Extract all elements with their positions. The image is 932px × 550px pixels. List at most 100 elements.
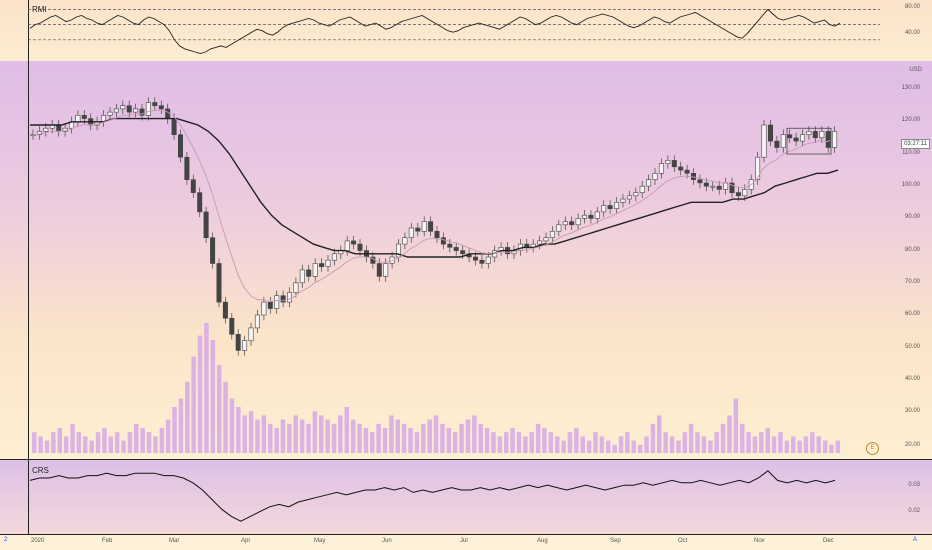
- volume-bar: [306, 423, 311, 453]
- left-axis-line: [28, 0, 29, 61]
- volume-bar: [478, 423, 483, 453]
- volume-bar: [382, 428, 388, 453]
- candle-body: [703, 182, 709, 187]
- volume-bar: [312, 411, 318, 453]
- volume-bar: [210, 339, 216, 453]
- volume-bar: [765, 428, 770, 453]
- volume-bar: [248, 411, 254, 453]
- price-tick: 70.00: [904, 279, 920, 285]
- volume-bar: [510, 428, 515, 453]
- price-tick: 90.00: [904, 214, 920, 220]
- candle-body: [562, 221, 568, 226]
- volume-bar: [740, 423, 745, 453]
- volume-bar: [529, 432, 534, 453]
- volume-bar: [236, 407, 241, 453]
- candle-body: [684, 169, 690, 174]
- candle-body: [197, 192, 203, 213]
- volume-bar: [153, 436, 158, 453]
- candle-body: [331, 253, 337, 261]
- candle-body: [280, 295, 286, 303]
- candle-body: [537, 240, 543, 245]
- crs-indicator-pane[interactable]: CRS 0.03 0.02: [0, 460, 932, 535]
- volume-bar: [83, 436, 88, 453]
- volume-bar: [459, 423, 464, 453]
- candle-body: [242, 340, 248, 351]
- corner-settings-left[interactable]: 2: [4, 537, 8, 543]
- volume-bar: [165, 419, 171, 453]
- volume-bar: [548, 432, 554, 453]
- rmi-label: RMI: [32, 5, 47, 14]
- volume-bar: [185, 381, 190, 453]
- volume-bar: [708, 440, 713, 453]
- volume-bar: [172, 407, 177, 453]
- candle-body: [729, 182, 735, 193]
- candle-body: [620, 198, 626, 203]
- volume-bar: [261, 415, 267, 453]
- consolidation-box: [786, 127, 832, 155]
- candle-body: [421, 221, 427, 232]
- candle-body: [812, 131, 818, 139]
- candle-body: [633, 192, 639, 197]
- volume-bar: [446, 428, 452, 453]
- volume-bar: [44, 440, 50, 453]
- candle-body: [434, 231, 440, 239]
- volume-bar: [497, 436, 503, 453]
- time-label: 2020: [31, 538, 45, 544]
- volume-bar: [389, 415, 394, 453]
- candle-body: [216, 263, 222, 303]
- volume-bar: [76, 432, 82, 453]
- candle-body: [761, 124, 767, 158]
- volume-bar: [714, 432, 719, 453]
- volume-bar: [331, 423, 337, 453]
- price-chart-pane[interactable]: USD 130.00 120.00 110.00 100.00 90.00 80…: [0, 61, 932, 460]
- price-tick: 100.00: [901, 182, 920, 188]
- candlestick-chart: [30, 97, 841, 453]
- candle-body: [248, 327, 254, 342]
- candle-body: [825, 131, 831, 148]
- volume-bar: [631, 440, 636, 453]
- volume-bar: [223, 381, 228, 453]
- volume-bar: [625, 432, 630, 453]
- time-label: May: [314, 538, 326, 544]
- volume-bar: [114, 432, 120, 453]
- volume-bar: [178, 398, 184, 453]
- rmi-indicator-pane[interactable]: RMI 80.00 40.00: [0, 0, 932, 62]
- candle-body: [665, 160, 671, 164]
- volume-bar: [593, 432, 598, 453]
- candle-body: [626, 195, 632, 200]
- volume-bar: [191, 356, 196, 453]
- volume-bar: [440, 423, 445, 453]
- candle-body: [453, 247, 459, 251]
- volume-bar: [127, 432, 133, 453]
- volume-bar: [338, 415, 343, 453]
- volume-bar: [408, 428, 413, 453]
- candle-body: [75, 114, 81, 122]
- candle-body: [286, 292, 292, 303]
- corner-settings-right[interactable]: A: [913, 537, 918, 543]
- price-tick: 40.00: [904, 376, 920, 382]
- volume-bar: [637, 444, 643, 453]
- volume-bar: [146, 432, 152, 453]
- time-label: Sep: [610, 538, 621, 544]
- candle-body: [261, 301, 267, 316]
- time-axis[interactable]: 2 2020 Feb Mar Apr May Jun Jul Aug Sep O…: [0, 535, 932, 550]
- volume-bar: [51, 432, 56, 453]
- volume-bar: [350, 419, 356, 453]
- candle-body: [774, 140, 780, 148]
- crs-tick-002: 0.02: [908, 508, 920, 514]
- candle-body: [293, 282, 299, 293]
- candle-body: [36, 131, 42, 135]
- candle-body: [652, 173, 658, 181]
- volume-bar: [287, 423, 292, 453]
- candle-body: [793, 137, 799, 142]
- volume-bar: [504, 432, 509, 453]
- candle-body: [767, 124, 773, 142]
- candle-body: [819, 131, 825, 139]
- volume-bar: [701, 436, 707, 453]
- volume-bar: [108, 436, 113, 453]
- candle-body: [549, 231, 555, 239]
- earnings-marker[interactable]: E: [866, 442, 879, 455]
- price-tick: 110.00: [902, 150, 920, 156]
- price-tick: 30.00: [904, 408, 920, 414]
- time-label: Dec: [823, 538, 834, 544]
